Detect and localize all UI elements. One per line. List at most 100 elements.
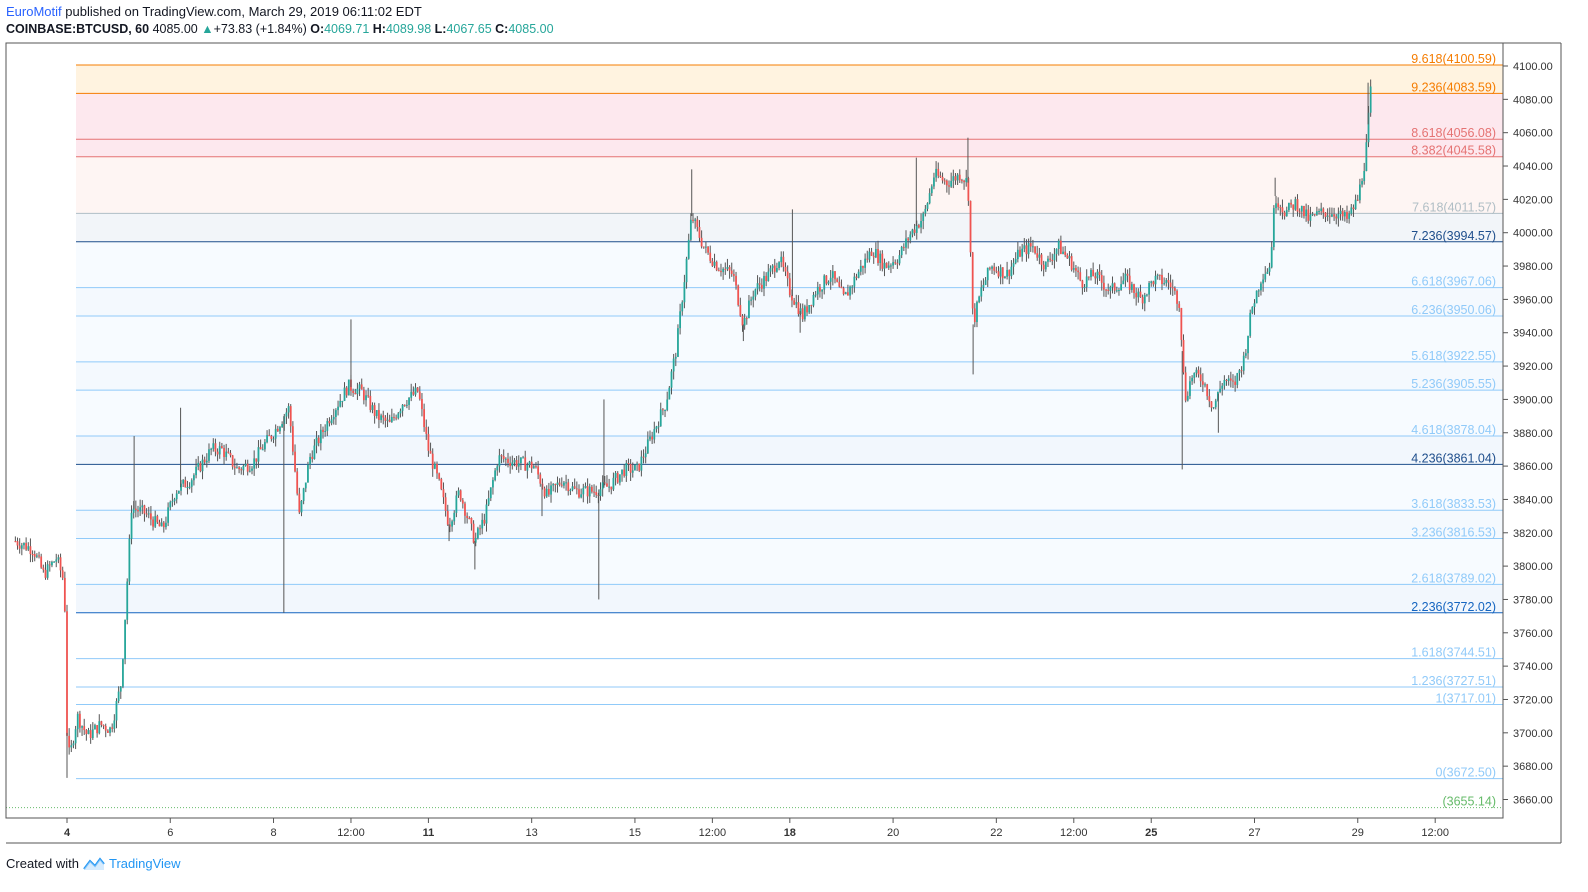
- candle-body: [1253, 303, 1256, 307]
- candle: [666, 391, 669, 412]
- candle-body: [696, 219, 699, 227]
- candle: [251, 466, 253, 475]
- candle-body: [649, 436, 651, 440]
- candle-body: [1139, 291, 1142, 298]
- candle-body: [836, 279, 839, 282]
- candle: [18, 538, 21, 554]
- candle: [547, 482, 550, 497]
- candle: [485, 499, 488, 532]
- time-tick-label: 20: [887, 827, 899, 839]
- candle-body: [1264, 273, 1267, 280]
- candle: [905, 230, 907, 255]
- candle: [175, 490, 178, 504]
- candle: [229, 450, 232, 458]
- candle-body: [560, 484, 563, 486]
- candle-body: [300, 500, 303, 513]
- candle-body: [76, 713, 79, 730]
- candle: [1148, 281, 1150, 303]
- candle: [1206, 383, 1209, 400]
- candle: [965, 169, 968, 187]
- candle-body: [352, 390, 355, 393]
- candle-body: [933, 177, 935, 187]
- candle: [1087, 276, 1090, 281]
- candle-body: [535, 466, 537, 468]
- candle-body: [451, 521, 453, 527]
- candle: [857, 269, 860, 279]
- candle: [692, 213, 694, 224]
- candle: [205, 453, 208, 468]
- candle-body: [608, 486, 611, 488]
- tradingview-brand[interactable]: TradingView: [108, 856, 181, 871]
- candle-body: [1152, 281, 1155, 285]
- candle-body: [74, 729, 77, 744]
- candle-body: [220, 446, 223, 448]
- author-link[interactable]: EuroMotif: [6, 4, 62, 19]
- candle-body: [922, 213, 925, 221]
- candle-body: [205, 460, 208, 463]
- candle-body: [823, 275, 826, 290]
- price-tick-label: 3720.00: [1513, 694, 1553, 706]
- candle-body: [1111, 283, 1114, 287]
- candle-body: [1115, 290, 1118, 292]
- candle: [440, 477, 443, 491]
- candle: [834, 270, 836, 284]
- candlestick-series: [14, 79, 1372, 778]
- candle: [726, 258, 729, 272]
- time-tick-label: 13: [526, 827, 538, 839]
- time-axis[interactable]: 4 6 8 12:00 11 13 15 12:00 18 20 22 12:00 25 27 29 12:0…: [64, 818, 1449, 839]
- candle: [188, 482, 191, 490]
- candle-body: [1137, 291, 1140, 298]
- fib-zone-2.236: [76, 612, 1503, 659]
- candle-body: [147, 513, 150, 515]
- candle-body: [945, 180, 948, 186]
- candle-body: [707, 246, 709, 253]
- candle-body: [1300, 205, 1303, 212]
- candle-body: [1008, 269, 1011, 277]
- candle: [1247, 335, 1249, 360]
- candle-body: [997, 271, 1000, 277]
- fib-label-3.236: 3.236(3816.53): [1411, 526, 1496, 540]
- candle: [72, 740, 75, 749]
- candle-body: [883, 262, 886, 269]
- candle-body: [984, 280, 987, 285]
- candle-body: [449, 524, 451, 527]
- candle-body: [758, 283, 761, 285]
- candle: [382, 410, 385, 425]
- candle-body: [218, 446, 221, 455]
- candle-body: [1249, 312, 1252, 336]
- low-label: L:: [434, 22, 447, 36]
- candle: [1141, 294, 1144, 310]
- candle-body: [1186, 395, 1189, 401]
- candle-body: [1055, 248, 1058, 255]
- candle: [999, 264, 1002, 285]
- candle-body: [104, 726, 107, 731]
- candle: [612, 472, 615, 492]
- candle-body: [646, 439, 649, 454]
- candle: [1356, 194, 1359, 202]
- candle: [1122, 272, 1125, 285]
- candle: [1049, 252, 1052, 263]
- candle: [1264, 266, 1267, 283]
- candle-body: [85, 730, 88, 735]
- candle: [743, 313, 746, 330]
- candle-body: [776, 268, 778, 272]
- candle-body: [515, 460, 518, 467]
- price-axis[interactable]: 4100.00 4080.00 4060.00 4040.00 4020.00 4000.…: [1503, 61, 1553, 807]
- candle-body: [702, 246, 705, 248]
- candle: [1004, 275, 1006, 279]
- candle-body: [294, 451, 296, 472]
- candle: [1120, 276, 1123, 291]
- candle: [472, 520, 475, 544]
- candle-body: [616, 472, 619, 483]
- fib-zone-1.618: [76, 658, 1503, 687]
- candle: [956, 173, 959, 185]
- candle-body: [814, 294, 817, 296]
- candle: [302, 487, 305, 505]
- candle-body: [345, 387, 348, 396]
- candle: [930, 184, 933, 197]
- candle: [1199, 367, 1202, 388]
- candle-body: [520, 457, 522, 464]
- candle-body: [1277, 203, 1280, 208]
- candle: [272, 436, 275, 444]
